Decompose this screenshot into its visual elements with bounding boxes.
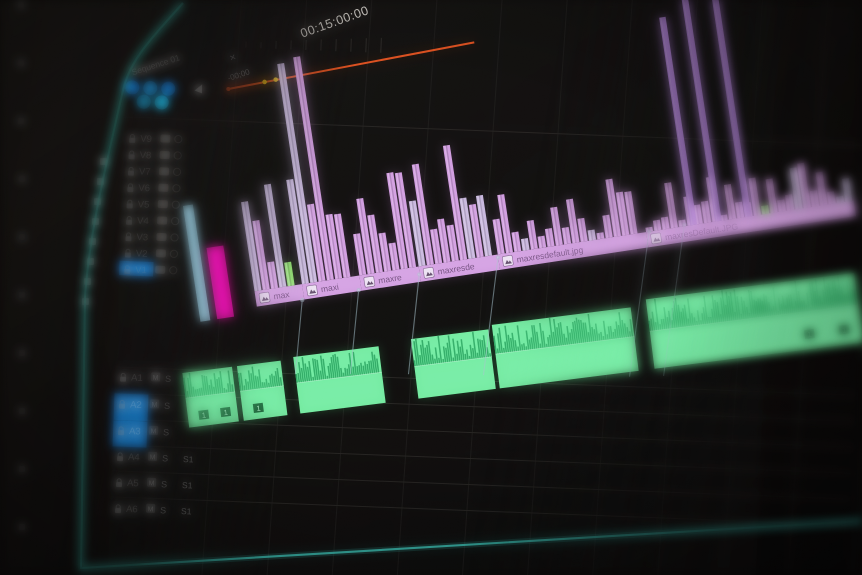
svg-text:M: M: [150, 428, 156, 435]
svg-text:V9: V9: [140, 134, 152, 145]
svg-text:1: 1: [807, 330, 812, 339]
svg-text:maxresDefault.JPG: maxresDefault.JPG: [664, 221, 738, 242]
svg-text:V4: V4: [137, 216, 149, 227]
svg-text:maxi: maxi: [320, 282, 339, 295]
svg-text:V2: V2: [136, 248, 148, 259]
svg-text:1: 1: [223, 408, 228, 417]
svg-text:S: S: [164, 401, 170, 411]
svg-text:-00;00: -00;00: [226, 67, 251, 83]
svg-text:1: 1: [842, 325, 847, 334]
svg-text:V8: V8: [139, 150, 151, 161]
svg-text:maxresdefault.jpg: maxresdefault.jpg: [516, 245, 584, 265]
svg-text:M: M: [147, 506, 153, 513]
svg-text:S: S: [162, 453, 168, 463]
svg-text:1: 1: [256, 404, 261, 413]
svg-text:V3: V3: [136, 232, 148, 243]
svg-text:V1: V1: [135, 265, 147, 276]
svg-text:S1: S1: [183, 454, 194, 464]
svg-text:1: 1: [201, 411, 206, 420]
svg-text:M: M: [152, 375, 158, 382]
svg-text:V5: V5: [138, 199, 150, 210]
svg-text:S: S: [160, 505, 166, 515]
svg-text:S1: S1: [182, 480, 193, 490]
svg-text:S: S: [163, 427, 169, 437]
svg-text:M: M: [151, 402, 157, 409]
svg-text:V7: V7: [139, 166, 151, 177]
svg-text:A4: A4: [128, 452, 140, 463]
svg-text:S: S: [161, 479, 167, 489]
svg-text:V6: V6: [138, 183, 150, 194]
svg-text:A1: A1: [131, 372, 143, 383]
svg-text:M: M: [148, 480, 154, 487]
svg-text:00:15:00:00: 00:15:00:00: [299, 3, 371, 40]
svg-text:Sequence 01: Sequence 01: [130, 52, 181, 77]
svg-text:A6: A6: [126, 504, 138, 515]
svg-text:A5: A5: [127, 478, 139, 489]
svg-text:S1: S1: [181, 506, 192, 516]
svg-text:S: S: [165, 374, 171, 384]
svg-text:max: max: [273, 289, 291, 301]
svg-text:maxresde: maxresde: [437, 261, 476, 277]
svg-text:M: M: [149, 454, 155, 461]
svg-text:A3: A3: [129, 426, 141, 437]
svg-text:✕: ✕: [228, 52, 237, 63]
svg-text:A2: A2: [130, 399, 142, 410]
svg-text:maxre: maxre: [378, 272, 403, 285]
